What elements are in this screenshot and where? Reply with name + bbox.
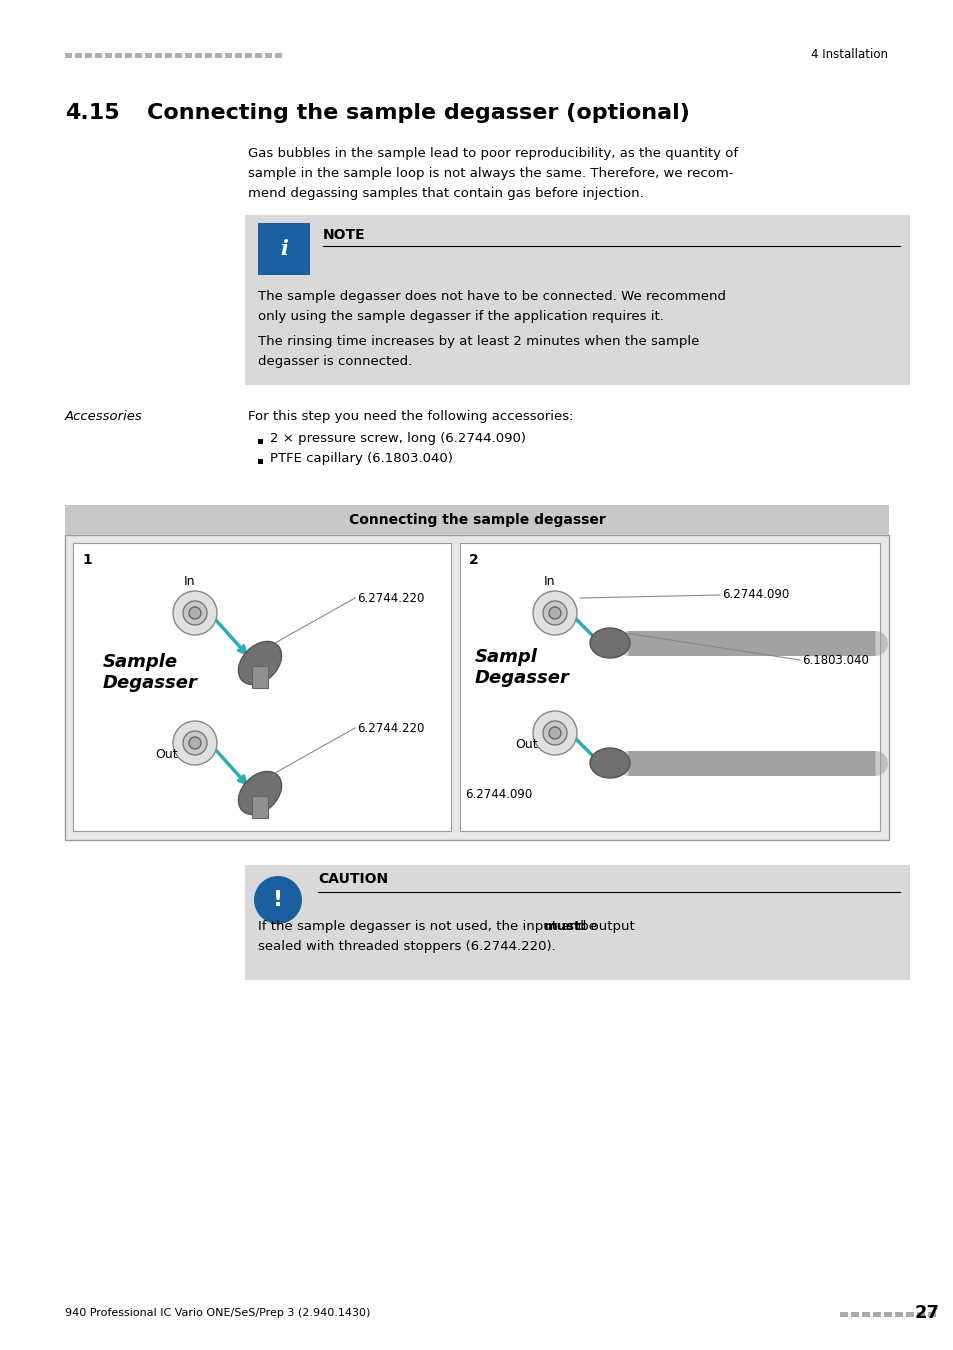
- Text: 2: 2: [469, 554, 478, 567]
- Circle shape: [533, 711, 577, 755]
- Bar: [252, 666, 268, 688]
- Bar: [245, 53, 252, 58]
- Circle shape: [189, 737, 201, 749]
- Circle shape: [183, 730, 207, 755]
- Bar: [194, 53, 202, 58]
- Text: !: !: [273, 890, 283, 910]
- Bar: [257, 223, 310, 275]
- Text: If the sample degasser is not used, the input and output: If the sample degasser is not used, the …: [257, 919, 639, 933]
- Text: 27: 27: [914, 1304, 939, 1322]
- Bar: [927, 1312, 935, 1318]
- Bar: [95, 53, 102, 58]
- Text: Out: Out: [154, 748, 177, 761]
- Text: For this step you need the following accessories:: For this step you need the following acc…: [248, 410, 573, 423]
- Bar: [252, 796, 268, 818]
- Bar: [257, 459, 263, 464]
- Circle shape: [189, 608, 201, 620]
- Bar: [65, 53, 71, 58]
- Text: i: i: [280, 239, 288, 259]
- Bar: [65, 535, 888, 840]
- Text: must: must: [543, 919, 580, 933]
- Text: The rinsing time increases by at least 2 minutes when the sample: The rinsing time increases by at least 2…: [257, 335, 699, 348]
- Text: CAUTION: CAUTION: [317, 872, 388, 886]
- Bar: [185, 53, 192, 58]
- Circle shape: [548, 728, 560, 738]
- Text: The sample degasser does not have to be connected. We recommend: The sample degasser does not have to be …: [257, 290, 725, 302]
- Text: mend degassing samples that contain gas before injection.: mend degassing samples that contain gas …: [248, 188, 643, 200]
- Circle shape: [172, 721, 216, 765]
- Bar: [125, 53, 132, 58]
- Bar: [154, 53, 162, 58]
- Text: 2 × pressure screw, long (6.2744.090): 2 × pressure screw, long (6.2744.090): [270, 432, 525, 446]
- Ellipse shape: [238, 771, 281, 814]
- Bar: [274, 53, 282, 58]
- Text: 6.1803.040: 6.1803.040: [801, 653, 868, 667]
- Bar: [245, 865, 909, 980]
- Text: 940 Professional IC Vario ONE/SeS/Prep 3 (2.940.1430): 940 Professional IC Vario ONE/SeS/Prep 3…: [65, 1308, 370, 1318]
- Text: sample in the sample loop is not always the same. Therefore, we recom-: sample in the sample loop is not always …: [248, 167, 733, 180]
- Bar: [115, 53, 122, 58]
- Circle shape: [172, 591, 216, 634]
- Bar: [894, 1312, 902, 1318]
- Text: Sample
Degasser: Sample Degasser: [103, 653, 197, 691]
- Bar: [65, 505, 888, 535]
- Bar: [225, 53, 232, 58]
- Bar: [872, 1312, 880, 1318]
- Text: 6.2744.090: 6.2744.090: [464, 788, 532, 801]
- Text: 4.15: 4.15: [65, 103, 119, 123]
- Text: In: In: [543, 575, 556, 589]
- Text: 6.2744.090: 6.2744.090: [721, 589, 788, 602]
- Text: sealed with threaded stoppers (6.2744.220).: sealed with threaded stoppers (6.2744.22…: [257, 940, 556, 953]
- Ellipse shape: [589, 748, 629, 778]
- Bar: [85, 53, 91, 58]
- Circle shape: [533, 591, 577, 634]
- Text: NOTE: NOTE: [323, 228, 365, 242]
- Bar: [850, 1312, 858, 1318]
- Ellipse shape: [238, 641, 281, 684]
- Bar: [916, 1312, 924, 1318]
- Circle shape: [253, 876, 302, 923]
- Bar: [905, 1312, 913, 1318]
- Bar: [174, 53, 182, 58]
- Text: only using the sample degasser if the application requires it.: only using the sample degasser if the ap…: [257, 310, 663, 323]
- Bar: [75, 53, 82, 58]
- Bar: [265, 53, 272, 58]
- Bar: [459, 543, 879, 832]
- Text: Sampl
Degasser: Sampl Degasser: [475, 648, 569, 687]
- Bar: [862, 1312, 869, 1318]
- Text: In: In: [184, 575, 195, 589]
- Text: Connecting the sample degasser: Connecting the sample degasser: [348, 513, 605, 526]
- Text: Accessories: Accessories: [65, 410, 143, 423]
- Bar: [257, 439, 263, 444]
- Text: 4 Installation: 4 Installation: [810, 49, 887, 62]
- Text: PTFE capillary (6.1803.040): PTFE capillary (6.1803.040): [270, 452, 453, 464]
- Bar: [105, 53, 112, 58]
- Text: Out: Out: [515, 738, 537, 751]
- Text: 6.2744.220: 6.2744.220: [356, 721, 424, 734]
- Bar: [214, 53, 222, 58]
- Bar: [135, 53, 142, 58]
- Circle shape: [542, 601, 566, 625]
- Circle shape: [542, 721, 566, 745]
- Circle shape: [548, 608, 560, 620]
- Bar: [254, 53, 262, 58]
- Bar: [205, 53, 212, 58]
- Text: Gas bubbles in the sample lead to poor reproducibility, as the quantity of: Gas bubbles in the sample lead to poor r…: [248, 147, 738, 161]
- Text: Connecting the sample degasser (optional): Connecting the sample degasser (optional…: [147, 103, 689, 123]
- Bar: [73, 543, 451, 832]
- Bar: [245, 215, 909, 385]
- Bar: [840, 1312, 847, 1318]
- Circle shape: [183, 601, 207, 625]
- Ellipse shape: [589, 628, 629, 657]
- Bar: [145, 53, 152, 58]
- Bar: [234, 53, 242, 58]
- Bar: [883, 1312, 891, 1318]
- Text: 1: 1: [82, 554, 91, 567]
- Text: 6.2744.220: 6.2744.220: [356, 591, 424, 605]
- Text: degasser is connected.: degasser is connected.: [257, 355, 412, 369]
- Bar: [165, 53, 172, 58]
- Text: be: be: [576, 919, 597, 933]
